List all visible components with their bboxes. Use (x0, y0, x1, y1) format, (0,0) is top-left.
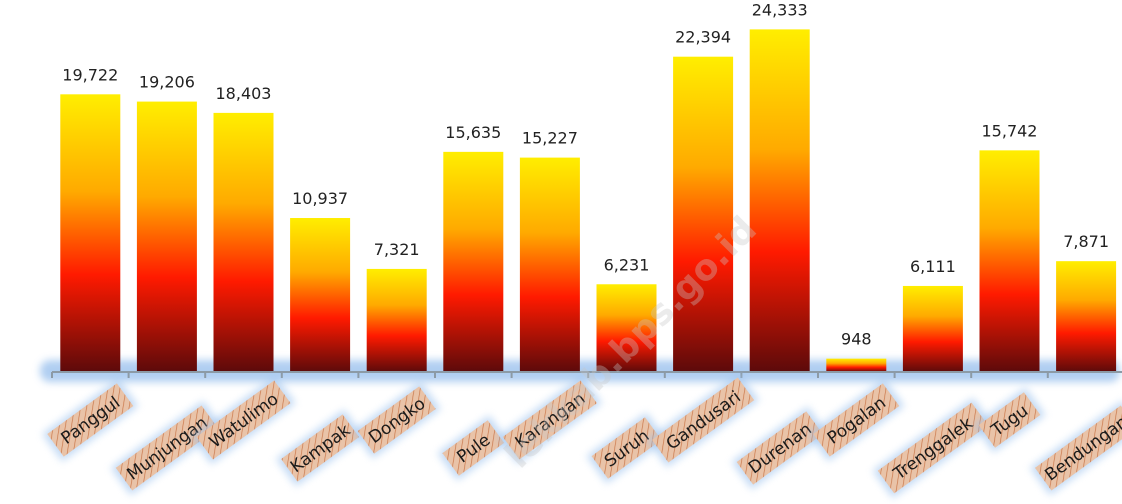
value-label: 6,111 (910, 257, 956, 276)
value-label: 15,635 (445, 123, 501, 142)
category-tile (1034, 405, 1122, 491)
bar-kampak (290, 218, 351, 372)
bar-suruh (596, 284, 657, 372)
value-label: 24,333 (752, 0, 808, 19)
category-tile (357, 386, 436, 454)
value-label: 19,206 (139, 73, 195, 92)
category-tile (196, 380, 291, 460)
category-tile (877, 402, 989, 494)
category-tile (651, 377, 755, 463)
bars-group (60, 29, 1117, 373)
bar-bendungan (1056, 261, 1117, 372)
category-label-dongko: Dongko (352, 381, 441, 459)
category-label-tugu: Tugu (973, 387, 1046, 453)
category-label: Trenggalek (889, 413, 977, 484)
category-label-durenan: Durenan (731, 406, 828, 490)
bar-pule (443, 151, 504, 372)
value-labels: 19,722 19,206 18,403 10,937 7,321 15,635 15,22… (62, 0, 1109, 348)
category-label-gandusari: Gandusari (646, 372, 760, 468)
value-label: 19,722 (62, 65, 118, 84)
bar-gandusari (673, 56, 734, 373)
value-label: 6,231 (604, 255, 650, 274)
category-tile (47, 383, 134, 457)
value-label: 7,321 (374, 240, 420, 259)
value-label: 15,742 (982, 121, 1038, 140)
category-tile (978, 392, 1041, 448)
value-label: 15,227 (522, 129, 578, 148)
category-label-panggul: Panggul (42, 378, 139, 462)
bar-durenan (749, 29, 810, 373)
value-label: 18,403 (216, 84, 272, 103)
category-tile (281, 414, 360, 482)
bar-trenggalek (902, 285, 963, 372)
category-tile (736, 411, 823, 485)
bar-watulimo (213, 112, 274, 373)
category-tile (115, 405, 219, 491)
category-label-watulimo: Watulimo (191, 375, 296, 465)
bar-karangan (519, 157, 580, 372)
bar-tugu (979, 150, 1040, 372)
value-label: 22,394 (675, 28, 731, 47)
x-axis (51, 371, 1122, 378)
category-label-pogalan: Pogalan (808, 378, 905, 462)
category-tile (591, 417, 662, 479)
category-tile (442, 420, 505, 476)
category-label: Munjungan (123, 413, 211, 485)
bar-panggul (60, 94, 121, 372)
category-tile (813, 383, 900, 457)
value-label: 948 (841, 330, 872, 349)
bar-munjungan (136, 101, 197, 372)
bar-dongko (366, 268, 427, 372)
category-tile (502, 380, 597, 460)
bar-pogalan (826, 358, 887, 372)
category-label-kampak: Kampak (276, 409, 365, 487)
value-label: 10,937 (292, 189, 348, 208)
value-label: 7,871 (1063, 232, 1109, 251)
